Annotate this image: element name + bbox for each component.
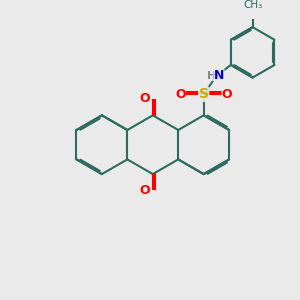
Text: O: O	[222, 88, 232, 101]
Text: O: O	[140, 184, 150, 197]
Text: S: S	[199, 87, 209, 101]
Text: CH₃: CH₃	[244, 0, 263, 10]
Text: H: H	[207, 70, 216, 81]
Text: N: N	[214, 69, 224, 82]
Text: O: O	[175, 88, 186, 101]
Text: O: O	[140, 92, 150, 105]
